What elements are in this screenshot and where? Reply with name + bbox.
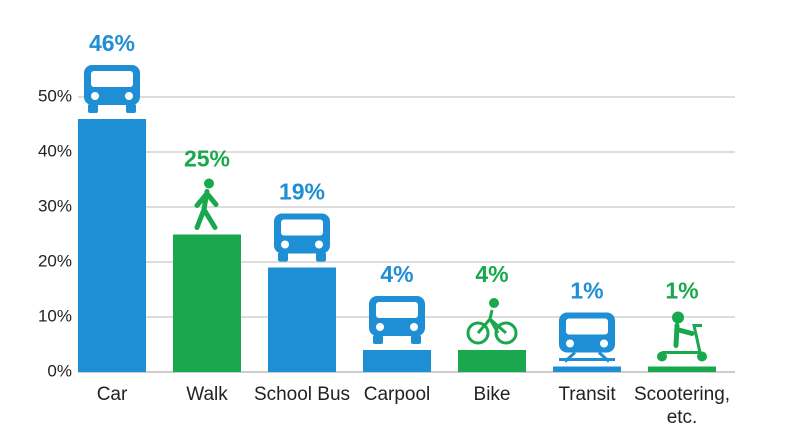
y-tick-label: 10% — [38, 306, 72, 325]
icon-head — [489, 298, 499, 308]
bar — [78, 119, 146, 372]
icon-window — [281, 219, 323, 236]
value-label: 1% — [570, 278, 603, 304]
value-label: 1% — [665, 278, 698, 304]
bar — [363, 350, 431, 372]
value-label: 19% — [279, 179, 325, 205]
x-tick-label: Carpool — [363, 384, 431, 405]
icon-light — [281, 240, 289, 249]
icon-wheel — [466, 321, 490, 345]
icon-window — [376, 302, 418, 318]
icon-window — [91, 71, 133, 87]
icon-light — [125, 92, 133, 100]
x-tick-label: Transit — [558, 384, 616, 405]
icon-scooter — [662, 324, 702, 354]
icon — [194, 178, 219, 230]
icon-light — [600, 339, 608, 348]
icon-wheel — [657, 351, 667, 362]
value-label: 4% — [475, 261, 508, 287]
bar — [648, 366, 716, 372]
bar — [268, 267, 336, 372]
y-tick-label: 40% — [38, 141, 72, 160]
y-tick-label: 50% — [38, 86, 72, 105]
icon-wheel — [278, 252, 288, 262]
icon-light — [410, 323, 418, 331]
icon — [657, 311, 707, 362]
x-tick-label: Scootering, etc. — [633, 384, 731, 428]
icon-head — [672, 311, 684, 324]
icon — [559, 312, 615, 363]
icon-frame — [476, 309, 507, 335]
icon-light — [91, 92, 99, 100]
bar — [553, 366, 621, 372]
icon-wheel — [88, 104, 98, 113]
y-tick-label: 20% — [38, 251, 72, 270]
icon-limbs — [194, 189, 219, 230]
icon — [369, 296, 425, 344]
value-label: 4% — [380, 261, 413, 287]
x-tick-label: School Bus — [253, 384, 351, 405]
icon — [84, 65, 140, 113]
x-tick-label: Car — [96, 384, 128, 405]
icon-head — [204, 178, 214, 189]
x-tick-label: Walk — [186, 384, 228, 405]
y-tick-label: 0% — [47, 361, 72, 380]
icon — [274, 213, 330, 262]
value-label: 46% — [89, 30, 135, 56]
bar — [173, 234, 241, 372]
x-tick-label: Bike — [473, 384, 511, 405]
icon-light — [376, 323, 384, 331]
icon-wheel — [316, 252, 326, 262]
icon-light — [566, 339, 574, 348]
icon — [466, 298, 518, 345]
icon-wheel — [494, 321, 518, 345]
icon-wheel — [126, 104, 136, 113]
icon-wheel — [697, 351, 707, 362]
value-label: 25% — [184, 146, 230, 172]
y-tick-label: 30% — [38, 196, 72, 215]
icon-wheel — [373, 335, 383, 344]
icon-rail — [559, 351, 615, 363]
icon-rider — [673, 323, 695, 348]
bar — [458, 350, 526, 372]
icon-light — [315, 240, 323, 249]
icon-wheel — [411, 335, 421, 344]
icon-window — [566, 318, 608, 335]
